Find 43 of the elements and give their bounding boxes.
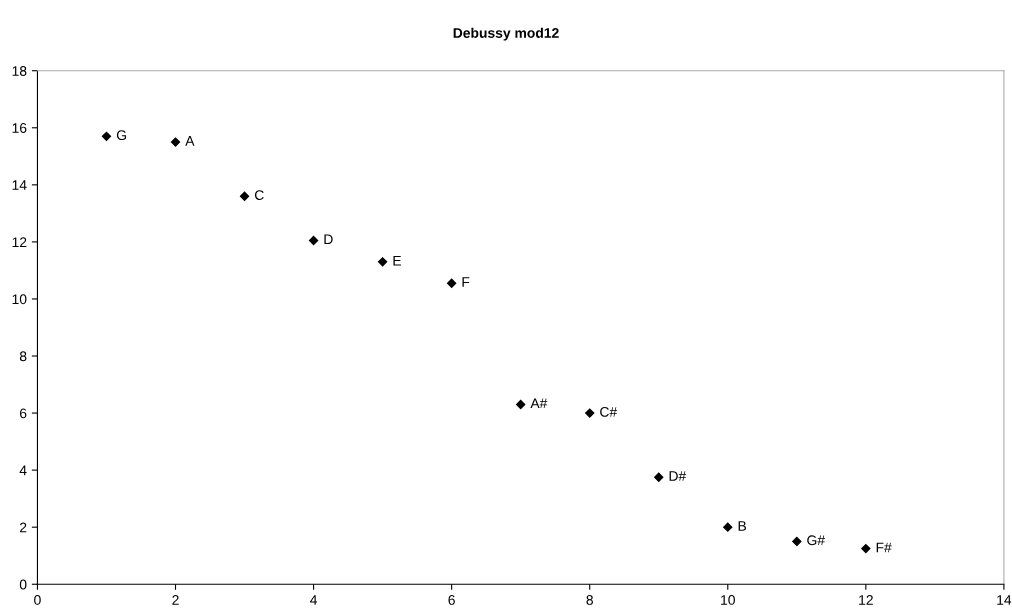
y-tick-label: 12 bbox=[12, 237, 27, 247]
x-tick-label: 4 bbox=[310, 595, 318, 605]
annotation: A bbox=[185, 136, 195, 146]
y-tick-label: 16 bbox=[12, 123, 27, 133]
x-tick-label: 10 bbox=[721, 595, 735, 605]
annotation: C bbox=[254, 190, 264, 200]
point bbox=[377, 257, 388, 267]
annotation: B bbox=[738, 521, 747, 531]
x-tick-label: 8 bbox=[586, 595, 593, 605]
annotation: G# bbox=[807, 535, 825, 546]
y-tick-label: 14 bbox=[12, 180, 27, 190]
annotation: A# bbox=[530, 398, 548, 409]
annotation: G bbox=[116, 130, 126, 141]
y-tick-label: 6 bbox=[20, 408, 27, 419]
annotation: E bbox=[393, 255, 401, 266]
chart-title: Debussy mod12 bbox=[453, 27, 559, 41]
point bbox=[101, 131, 112, 141]
annotation: D bbox=[324, 234, 333, 245]
x-tick-label: 12 bbox=[859, 595, 873, 605]
y-tick-label: 0 bbox=[19, 579, 27, 590]
y-tick-label: 4 bbox=[19, 465, 27, 476]
annotation: C# bbox=[600, 406, 618, 417]
y-tick-label: 18 bbox=[12, 66, 27, 76]
point bbox=[516, 399, 526, 410]
annotation: D# bbox=[669, 471, 687, 481]
y-tick-label: 2 bbox=[20, 522, 27, 533]
point bbox=[723, 522, 733, 532]
point bbox=[861, 543, 871, 554]
x-tick-label: 6 bbox=[448, 595, 455, 605]
point bbox=[447, 278, 457, 288]
y-tick-label: 10 bbox=[12, 294, 27, 305]
point bbox=[239, 191, 250, 201]
point bbox=[308, 235, 319, 246]
point bbox=[170, 137, 181, 147]
annotation: F bbox=[462, 277, 470, 287]
point bbox=[585, 408, 595, 418]
point bbox=[792, 536, 802, 547]
x-tick-label: 14 bbox=[997, 595, 1012, 605]
x-tick-label: 0 bbox=[34, 595, 41, 605]
annotation: F# bbox=[876, 542, 892, 553]
y-tick-label: 8 bbox=[19, 351, 27, 362]
x-tick-label: 2 bbox=[172, 595, 179, 605]
point bbox=[654, 472, 664, 482]
